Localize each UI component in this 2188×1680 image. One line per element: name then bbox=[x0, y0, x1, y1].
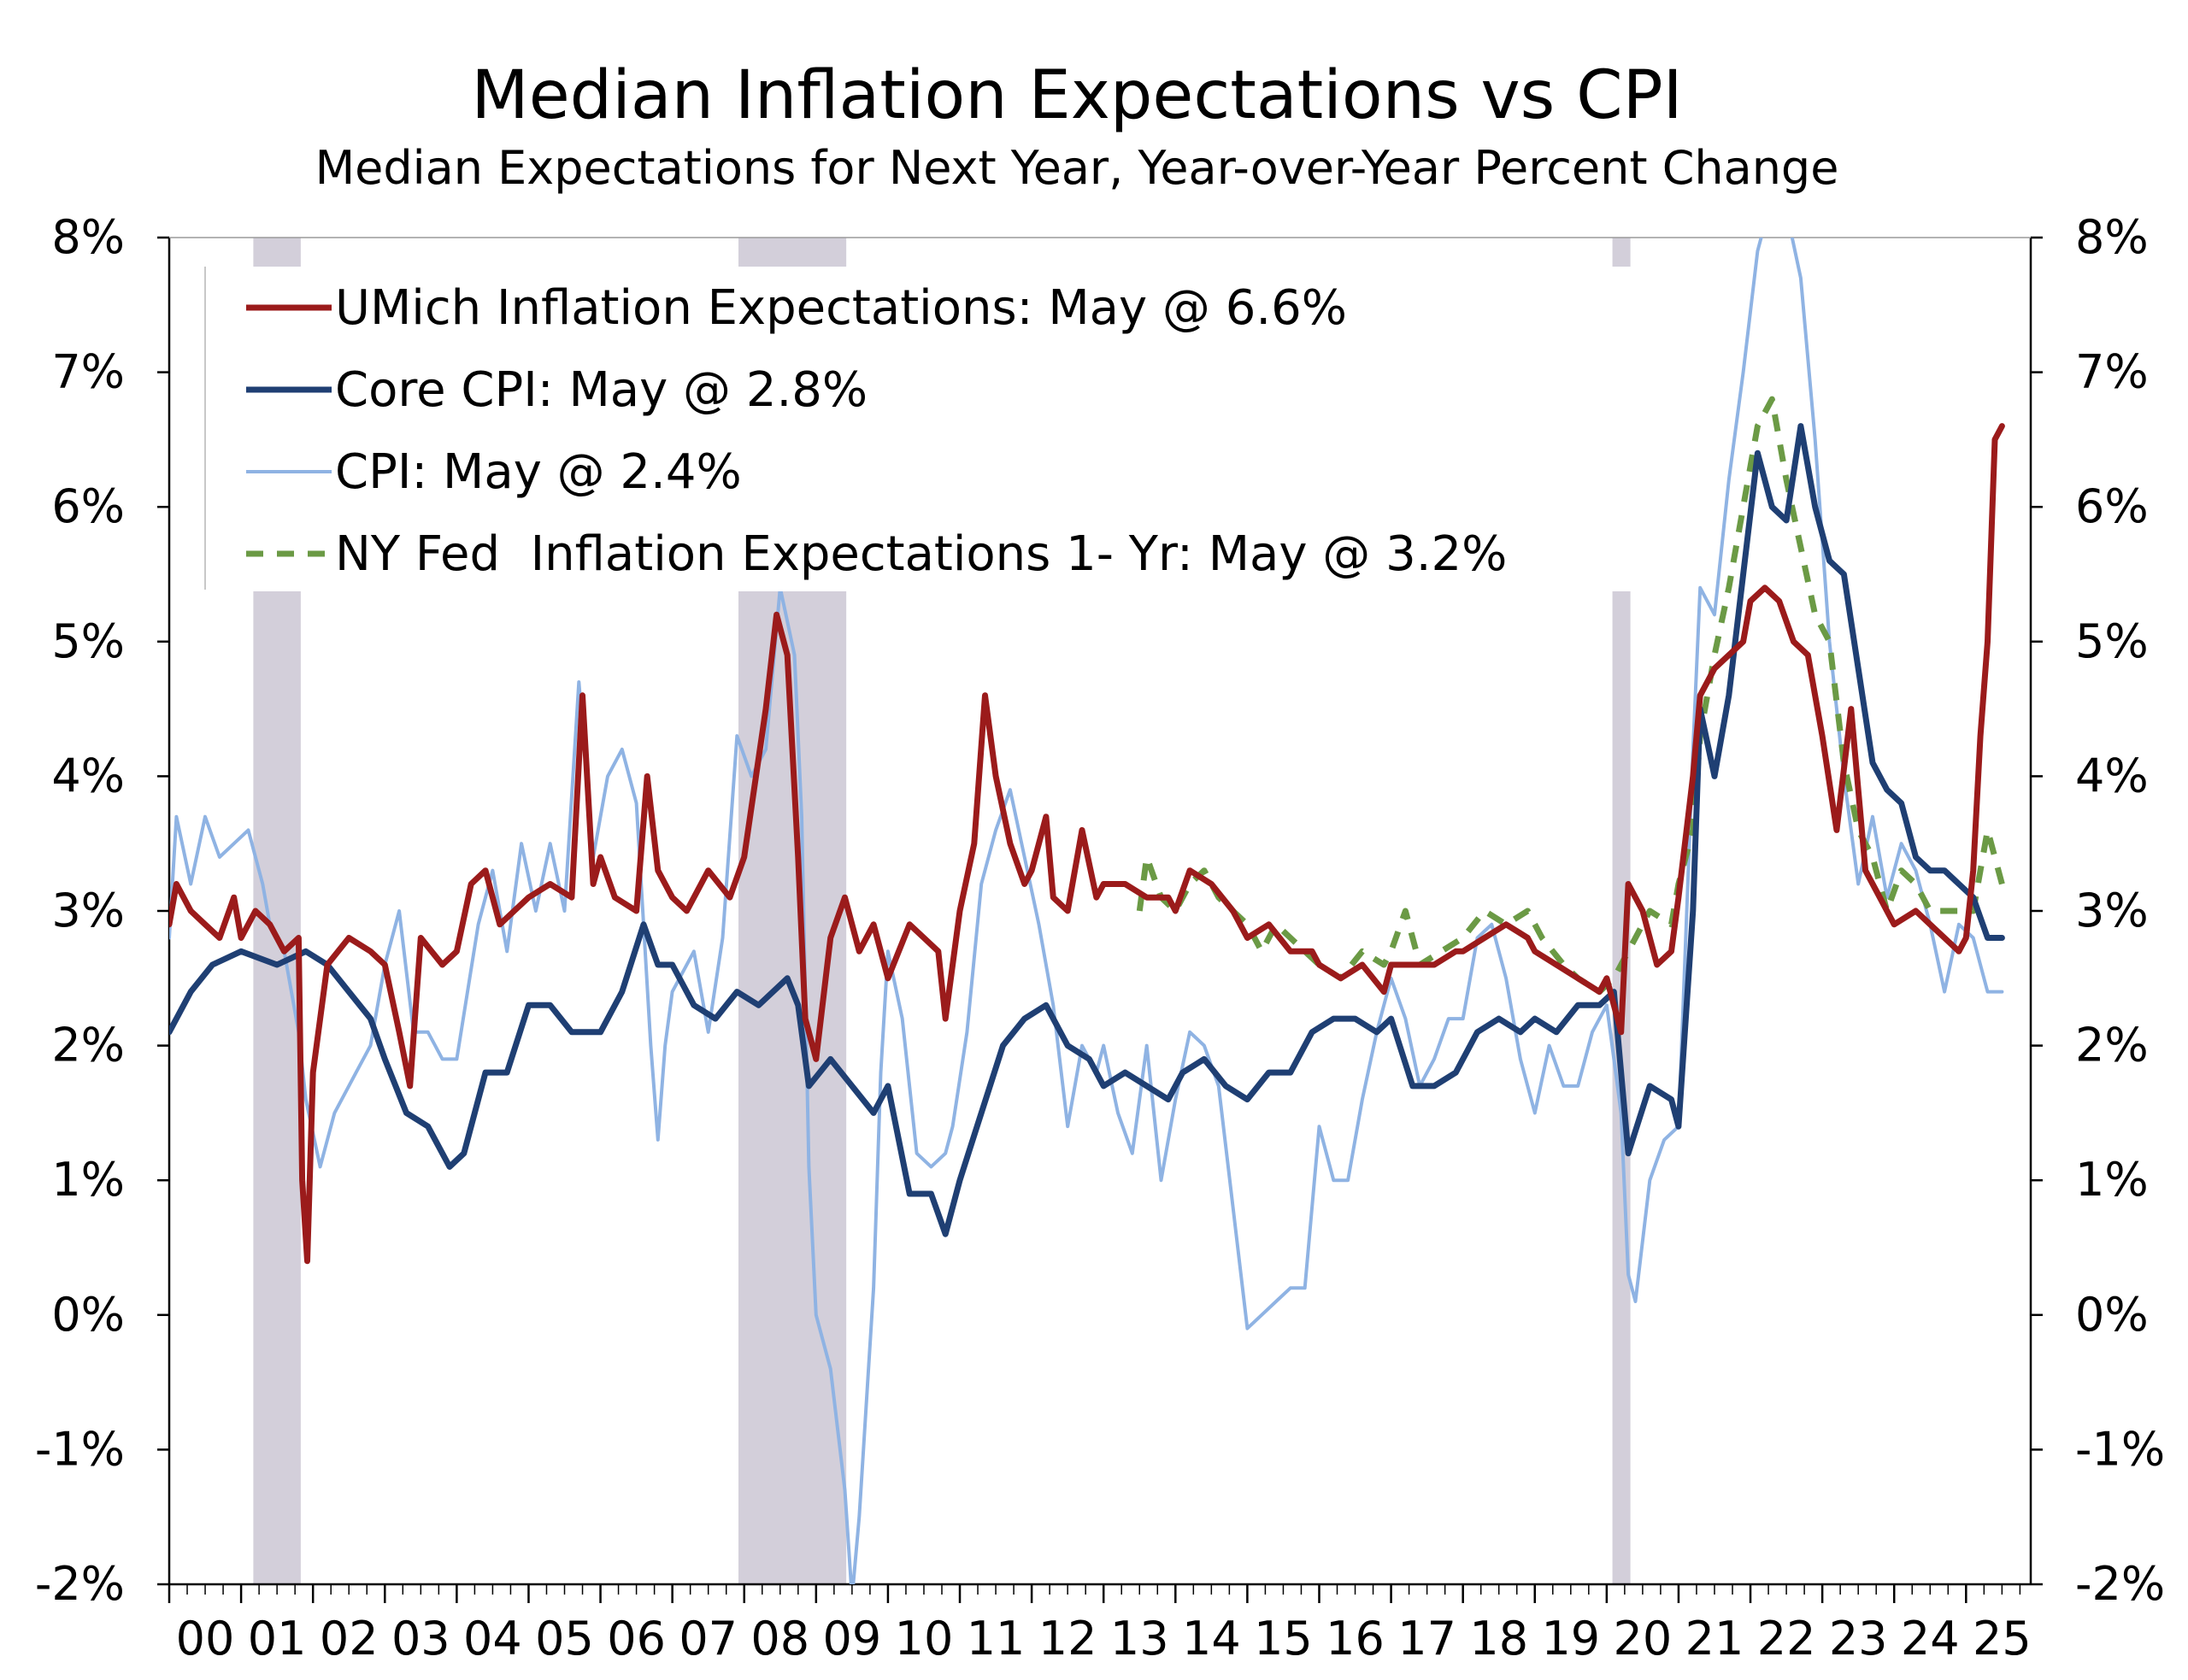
axes: -2% -2% -1% -1% 0% 0% 1% 1% 2% 2% 3% 3% 4% 4% 5% 5% 6% 6%… bbox=[35, 210, 2165, 1665]
y-tick-label-right: 2% bbox=[2075, 1019, 2149, 1072]
x-tick-label: 01 bbox=[248, 1612, 307, 1665]
legend-box bbox=[203, 267, 1682, 591]
y-tick-label-left: 2% bbox=[51, 1019, 125, 1072]
y-tick-label-left: 1% bbox=[51, 1153, 125, 1207]
y-tick-label-right: 8% bbox=[2075, 210, 2149, 264]
y-tick-label-left: 4% bbox=[51, 749, 125, 802]
x-tick-label: 24 bbox=[1901, 1612, 1960, 1665]
x-tick-label: 22 bbox=[1757, 1612, 1816, 1665]
y-tick-label-left: 6% bbox=[51, 479, 125, 533]
y-tick-label-right: -1% bbox=[2075, 1422, 2165, 1476]
x-tick-label: 03 bbox=[391, 1612, 450, 1665]
x-tick-label: 15 bbox=[1254, 1612, 1313, 1665]
x-tick-label: 09 bbox=[823, 1612, 882, 1665]
chart-subtitle: Median Expectations for Next Year, Year-… bbox=[315, 141, 1839, 195]
x-tick-label: 14 bbox=[1182, 1612, 1241, 1665]
legend-label-1: Core CPI: May @ 2.8% bbox=[335, 362, 868, 418]
series-line-2 bbox=[169, 238, 2004, 1584]
y-tick-label-left: 8% bbox=[51, 210, 125, 264]
x-tick-label: 08 bbox=[750, 1612, 809, 1665]
y-tick-label-right: 0% bbox=[2075, 1288, 2149, 1342]
x-tick-label: 00 bbox=[176, 1612, 235, 1665]
x-tick-label: 11 bbox=[967, 1612, 1026, 1665]
x-tick-label: 10 bbox=[895, 1612, 954, 1665]
x-tick-label: 04 bbox=[463, 1612, 522, 1665]
x-tick-label: 05 bbox=[535, 1612, 594, 1665]
y-tick-label-left: 7% bbox=[51, 345, 125, 399]
x-tick-label: 23 bbox=[1829, 1612, 1888, 1665]
x-tick-label: 25 bbox=[1973, 1612, 2032, 1665]
y-tick-label-left: 5% bbox=[51, 614, 125, 668]
x-tick-label: 16 bbox=[1326, 1612, 1385, 1665]
series-lines bbox=[169, 238, 2005, 1584]
x-tick-label: 07 bbox=[679, 1612, 738, 1665]
legend-label-2: CPI: May @ 2.4% bbox=[335, 444, 742, 500]
x-tick-label: 19 bbox=[1541, 1612, 1600, 1665]
y-tick-label-left: -2% bbox=[35, 1557, 125, 1611]
y-tick-label-left: 0% bbox=[51, 1288, 125, 1342]
x-tick-label: 21 bbox=[1685, 1612, 1744, 1665]
series-line-1 bbox=[169, 423, 2005, 1237]
chart-title: Median Inflation Expectations vs CPI bbox=[471, 57, 1682, 134]
series-line-0 bbox=[169, 423, 2005, 1265]
y-tick-label-right: -2% bbox=[2075, 1557, 2165, 1611]
x-tick-label: 12 bbox=[1038, 1612, 1097, 1665]
y-tick-label-left: -1% bbox=[35, 1422, 125, 1476]
y-tick-label-right: 7% bbox=[2075, 345, 2149, 399]
x-tick-label: 13 bbox=[1110, 1612, 1169, 1665]
legend-label-0: UMich Inflation Expectations: May @ 6.6% bbox=[335, 280, 1347, 336]
y-tick-label-right: 5% bbox=[2075, 614, 2149, 668]
x-tick-label: 18 bbox=[1469, 1612, 1528, 1665]
x-tick-label: 20 bbox=[1614, 1612, 1673, 1665]
x-tick-label: 02 bbox=[320, 1612, 379, 1665]
y-tick-label-right: 4% bbox=[2075, 749, 2149, 802]
y-tick-label-left: 3% bbox=[51, 884, 125, 937]
y-tick-label-right: 1% bbox=[2075, 1153, 2149, 1207]
legend: UMich Inflation Expectations: May @ 6.6%… bbox=[203, 267, 1682, 591]
legend-label-3: NY Fed Inflation Expectations 1- Yr: May… bbox=[335, 526, 1507, 582]
y-tick-label-right: 3% bbox=[2075, 884, 2149, 937]
y-tick-label-right: 6% bbox=[2075, 479, 2149, 533]
x-tick-label: 06 bbox=[607, 1612, 666, 1665]
x-tick-label: 17 bbox=[1397, 1612, 1456, 1665]
